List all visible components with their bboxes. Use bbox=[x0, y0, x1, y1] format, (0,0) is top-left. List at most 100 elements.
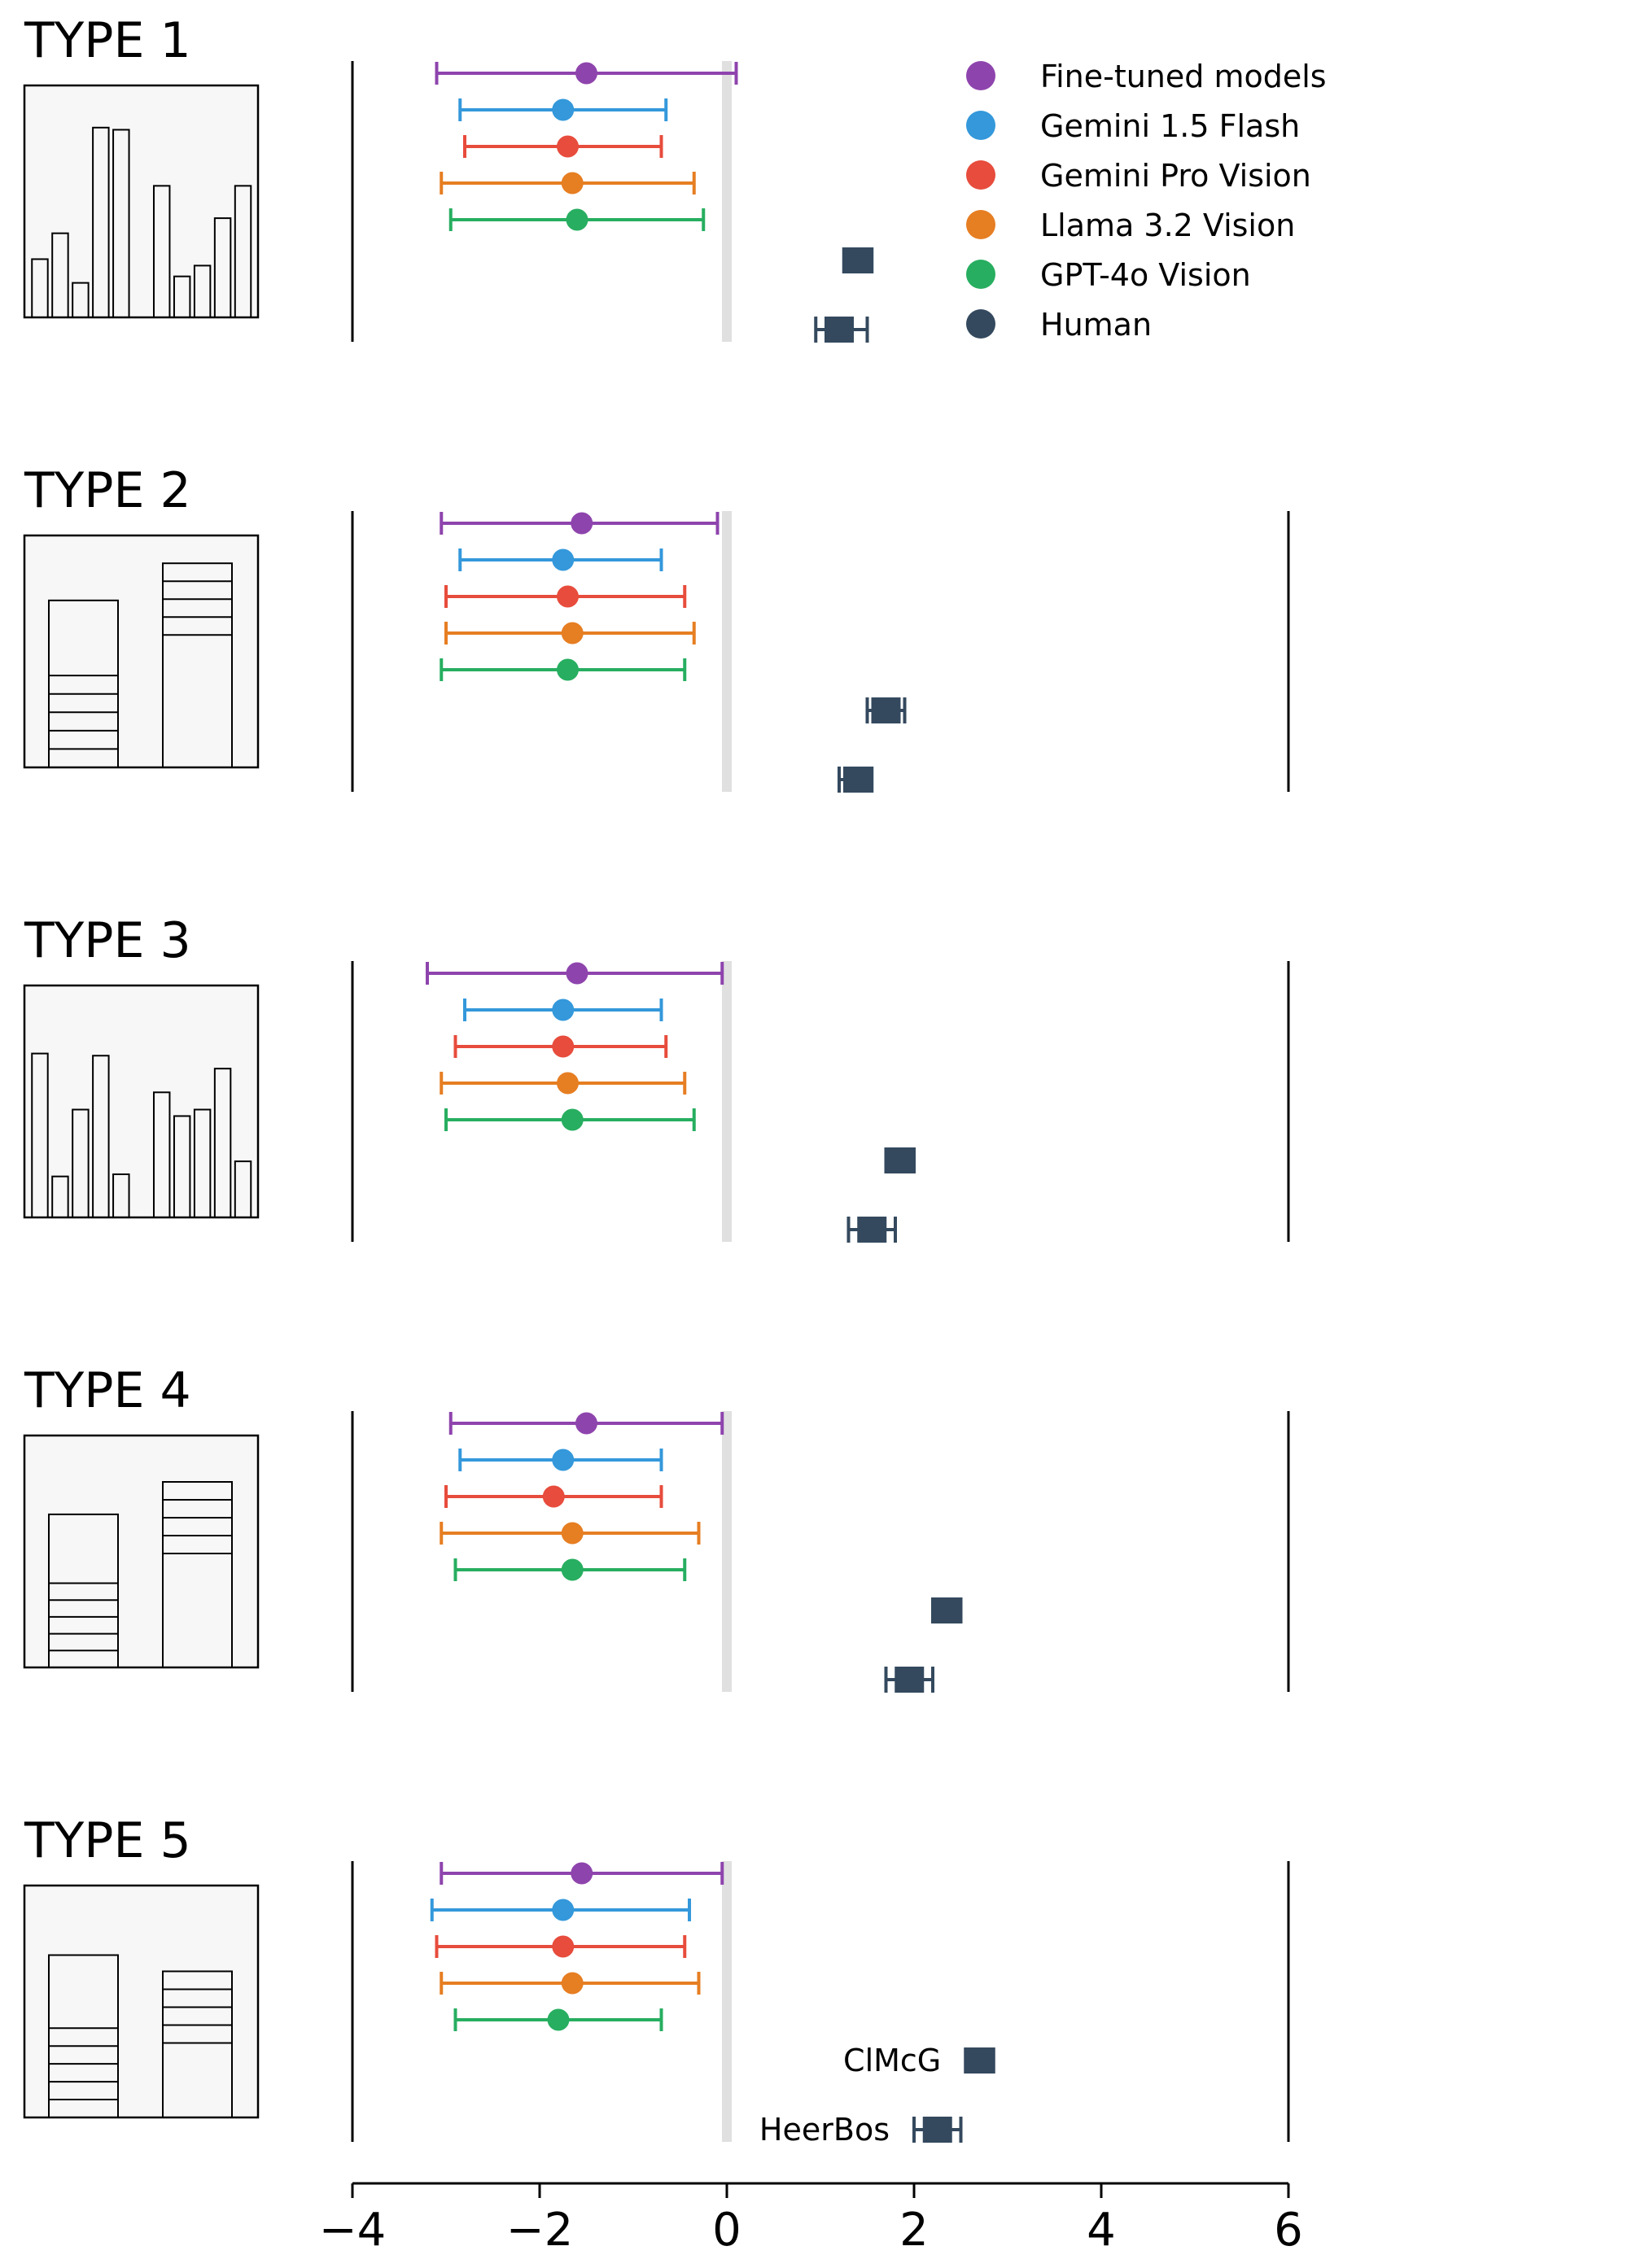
human-marker bbox=[895, 1667, 925, 1693]
x-tick-label: −4 bbox=[319, 2204, 387, 2257]
thumbnail-bar bbox=[152, 1091, 171, 1219]
legend-label: Fine-tuned models bbox=[1040, 59, 1327, 94]
model-errorbar bbox=[444, 1485, 663, 1508]
model-errorbar bbox=[463, 135, 663, 158]
thumbnail bbox=[48, 1954, 233, 2118]
legend-marker bbox=[966, 210, 995, 239]
errorbar-point bbox=[557, 1072, 579, 1095]
errorbar-point bbox=[552, 548, 575, 571]
legend-entry: Gemini 1.5 Flash bbox=[966, 108, 1300, 144]
errorbar-point bbox=[566, 208, 588, 231]
model-errorbar bbox=[435, 1935, 687, 1958]
errorbar-point bbox=[561, 1108, 584, 1131]
model-errorbar bbox=[440, 1522, 701, 1545]
human-marker bbox=[965, 2047, 995, 2074]
legend-entry: Llama 3.2 Vision bbox=[966, 208, 1295, 243]
model-errorbar bbox=[440, 1972, 701, 1995]
thumbnail-stack bbox=[162, 1481, 233, 1668]
thumbnail-frame bbox=[23, 84, 260, 319]
errorbar-point bbox=[552, 1935, 575, 1958]
model-errorbar bbox=[463, 999, 663, 1021]
model-errorbar bbox=[440, 658, 687, 681]
thumbnail-bar bbox=[173, 275, 191, 318]
thumbnail-frame bbox=[23, 534, 260, 769]
model-errorbar bbox=[453, 2008, 663, 2031]
errorbar-point bbox=[561, 1522, 584, 1545]
thumbnail-frame bbox=[23, 1434, 260, 1669]
thumbnail-frame bbox=[23, 1884, 260, 2119]
panel-type-1: TYPE 1 bbox=[23, 12, 874, 343]
x-tick-label: 4 bbox=[1087, 2204, 1116, 2257]
thumbnail-bar bbox=[213, 217, 232, 319]
legend-entry: GPT-4o Vision bbox=[966, 257, 1251, 293]
errorbar-point bbox=[557, 585, 579, 608]
errorbar-point bbox=[571, 512, 593, 535]
thumbnail bbox=[48, 1481, 233, 1669]
human-label: HeerBos bbox=[759, 2112, 890, 2148]
thumbnail-bar bbox=[51, 1175, 69, 1219]
model-errorbar bbox=[440, 512, 720, 535]
x-tick-label: 2 bbox=[899, 2204, 929, 2257]
model-errorbar bbox=[448, 1412, 724, 1435]
thumbnail-bar bbox=[112, 129, 130, 318]
errorbar-point bbox=[575, 1412, 597, 1435]
thumbnail-bar bbox=[152, 185, 171, 318]
model-errorbar bbox=[458, 548, 663, 571]
human-marker bbox=[857, 1217, 887, 1243]
model-errorbar bbox=[458, 1449, 663, 1471]
human-marker bbox=[843, 247, 873, 273]
panel-type-2: TYPE 2 bbox=[23, 462, 1290, 793]
model-errorbar bbox=[444, 585, 687, 608]
legend-label: Llama 3.2 Vision bbox=[1040, 208, 1295, 243]
human-errorbar bbox=[884, 1147, 916, 1173]
thumbnail-stack bbox=[48, 599, 119, 768]
panel-title: TYPE 1 bbox=[24, 12, 191, 69]
legend-marker bbox=[966, 61, 995, 90]
thumbnail-bar bbox=[112, 1173, 130, 1218]
thumbnail-bar bbox=[234, 1160, 252, 1218]
thumbnail-stack bbox=[162, 1970, 233, 2118]
thumbnail bbox=[31, 1052, 252, 1219]
model-errorbar bbox=[430, 1899, 691, 1921]
human-marker bbox=[871, 697, 901, 723]
thumbnail-bar bbox=[92, 1055, 110, 1218]
human-errorbar bbox=[884, 1667, 934, 1693]
model-errorbar bbox=[440, 1862, 724, 1885]
legend-label: Gemini Pro Vision bbox=[1040, 158, 1311, 194]
x-tick-label: −2 bbox=[506, 2204, 574, 2257]
legend-marker bbox=[966, 111, 995, 140]
errorbar-point bbox=[552, 1035, 575, 1058]
x-tick-label: 0 bbox=[712, 2204, 741, 2257]
thumbnail-bar bbox=[31, 258, 49, 319]
model-errorbar bbox=[444, 622, 696, 645]
panel-type-4: TYPE 4 bbox=[23, 1362, 1290, 1693]
errorbar-point bbox=[566, 962, 588, 985]
thumbnail bbox=[48, 562, 233, 769]
human-errorbar bbox=[842, 247, 874, 273]
legend-marker bbox=[966, 309, 995, 339]
errorbar-point bbox=[575, 62, 597, 85]
human-label: ClMcG bbox=[843, 2043, 941, 2078]
model-errorbar bbox=[444, 1108, 696, 1131]
thumbnail-bar bbox=[193, 264, 212, 318]
human-errorbar: HeerBos bbox=[759, 2112, 963, 2148]
x-tick-label: 6 bbox=[1274, 2204, 1303, 2257]
x-axis: −4 −2 0 2 4 6 bbox=[319, 2182, 1303, 2257]
errorbar-point bbox=[552, 1449, 575, 1471]
model-errorbar bbox=[448, 208, 706, 231]
thumbnail-stack bbox=[48, 1954, 119, 2118]
errorbar-point bbox=[552, 999, 575, 1021]
thumbnail bbox=[31, 126, 252, 319]
legend-marker bbox=[966, 260, 995, 289]
human-errorbar bbox=[846, 1217, 897, 1243]
legend-label: GPT-4o Vision bbox=[1040, 257, 1251, 293]
legend-entry: Gemini Pro Vision bbox=[966, 158, 1311, 194]
thumbnail-bar bbox=[72, 1108, 90, 1218]
errorbar-point bbox=[561, 172, 584, 194]
thumbnail-stack bbox=[48, 1513, 119, 1669]
errorbar-point bbox=[557, 658, 579, 681]
errorbar-point bbox=[561, 1972, 584, 1995]
errorbar-point bbox=[552, 98, 575, 121]
